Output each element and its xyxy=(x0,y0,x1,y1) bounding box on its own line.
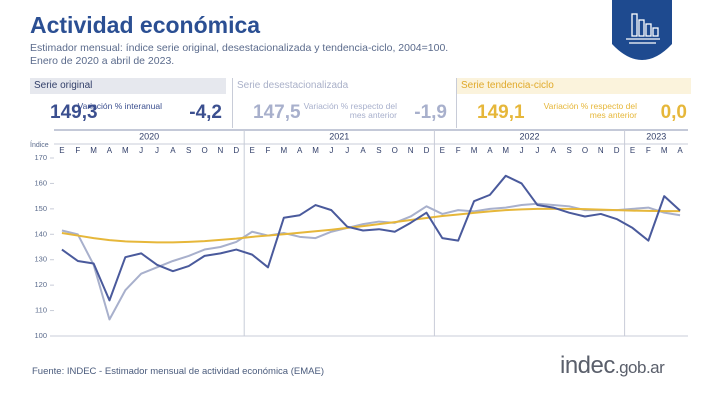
chart: 2020 2021 2022 2023 Índice 100 110 120 130 140 150… xyxy=(30,129,688,340)
x-tick-label: M xyxy=(312,146,319,155)
x-tick-label: N xyxy=(598,146,604,155)
x-tick-label: F xyxy=(646,146,651,155)
x-tick-label: J xyxy=(535,146,539,155)
series-line xyxy=(61,202,681,321)
source: Fuente: INDEC - Estimador mensual de act… xyxy=(32,366,324,377)
year-label: 2020 xyxy=(139,131,159,141)
panel-title: Serie desestacionalizada xyxy=(233,78,451,94)
series-line xyxy=(61,207,681,244)
title: Actividad económica xyxy=(30,12,261,38)
x-tick-label: M xyxy=(661,146,668,155)
x-tick-label: M xyxy=(90,146,97,155)
x-tick-label: E xyxy=(249,146,254,155)
x-tick-label: F xyxy=(75,146,80,155)
x-tick-label: A xyxy=(677,146,683,155)
x-tick-label: M xyxy=(471,146,478,155)
x-tick-label: N xyxy=(218,146,224,155)
x-tick-label: E xyxy=(59,146,64,155)
x-tick-label: J xyxy=(520,146,524,155)
panel-title: Serie original xyxy=(30,78,226,94)
y-tick-label: 150 xyxy=(34,204,47,213)
panel-variation-label: Variación % respecto del mes anterior xyxy=(303,101,397,120)
x-tick-label: F xyxy=(266,146,271,155)
x-tick-label: S xyxy=(186,146,191,155)
panel-title: Serie tendencia-ciclo xyxy=(457,78,691,94)
x-tick-label: M xyxy=(280,146,287,155)
x-tick-label: S xyxy=(566,146,571,155)
panel-variation: -4,2 xyxy=(189,102,222,123)
x-tick-label: A xyxy=(297,146,303,155)
panel-variation: -1,9 xyxy=(414,102,447,123)
x-tick-label: A xyxy=(551,146,557,155)
panel-variation-label: Variación % respecto del mes anterior xyxy=(543,101,637,120)
x-tick-label: A xyxy=(107,146,113,155)
y-tick-label: 170 xyxy=(34,153,47,162)
x-tick-label: E xyxy=(630,146,635,155)
x-tick-label: D xyxy=(233,146,239,155)
x-tick-label: A xyxy=(487,146,493,155)
series-line xyxy=(61,174,681,302)
x-tick-label: F xyxy=(456,146,461,155)
y-tick-label: 160 xyxy=(34,178,47,187)
year-label: 2023 xyxy=(646,131,666,141)
x-tick-label: J xyxy=(155,146,159,155)
panel: Serie desestacionalizada 147,5 Variación %… xyxy=(232,78,451,128)
subtitle: Enero de 2020 a abril de 2023. xyxy=(30,55,175,67)
logo: indec.gob.ar xyxy=(560,352,665,380)
panel-value: 149,1 xyxy=(477,102,525,123)
panel: Serie original 149,3 Variación % interanua… xyxy=(30,78,226,128)
year-label: 2021 xyxy=(329,131,349,141)
x-tick-label: E xyxy=(440,146,445,155)
x-tick-label: J xyxy=(329,146,333,155)
x-tick-label: D xyxy=(424,146,430,155)
y-axis-label: Índice xyxy=(30,140,49,149)
x-tick-label: O xyxy=(392,146,398,155)
x-tick-label: S xyxy=(376,146,381,155)
x-tick-label: O xyxy=(201,146,207,155)
panel: Serie tendencia-ciclo 149,1 Variación % re… xyxy=(456,78,691,128)
year-label: 2022 xyxy=(519,131,539,141)
x-tick-label: N xyxy=(408,146,414,155)
subtitle: Estimador mensual: índice serie original… xyxy=(30,42,449,54)
logo-text: indec xyxy=(560,352,615,379)
x-tick-label: J xyxy=(345,146,349,155)
panel-variation-label: Variación % interanual xyxy=(77,101,162,111)
y-tick-label: 130 xyxy=(34,255,47,264)
x-tick-label: A xyxy=(360,146,366,155)
panel-value: 149,3 xyxy=(50,102,98,123)
x-tick-label: A xyxy=(170,146,176,155)
x-tick-label: J xyxy=(139,146,143,155)
panel-variation: 0,0 xyxy=(660,102,687,123)
panel-value: 147,5 xyxy=(253,102,301,123)
x-tick-label: O xyxy=(582,146,588,155)
y-tick-label: 100 xyxy=(34,331,47,340)
x-tick-label: D xyxy=(614,146,620,155)
y-tick-label: 140 xyxy=(34,229,47,238)
y-tick-label: 120 xyxy=(34,280,47,289)
logo-badge xyxy=(612,0,672,60)
x-tick-label: M xyxy=(122,146,129,155)
y-tick-label: 110 xyxy=(35,306,47,315)
x-tick-label: M xyxy=(502,146,509,155)
logo-suffix: .gob.ar xyxy=(614,358,665,377)
